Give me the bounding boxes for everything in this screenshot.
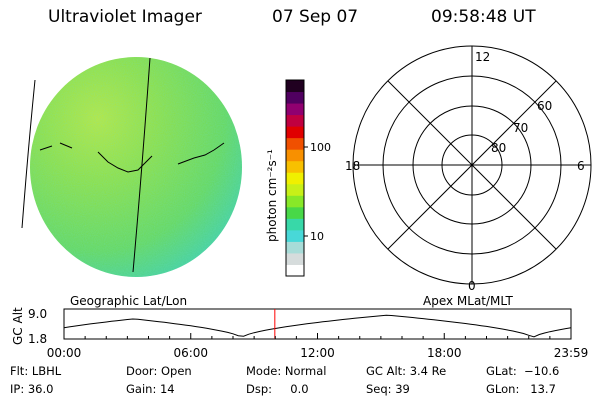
colorbar-segment	[286, 206, 304, 219]
info-mode: Mode: Normal	[246, 364, 327, 378]
colorbar-segment	[286, 241, 304, 254]
mlt-label-18: 18	[345, 159, 360, 173]
alt-xtick-1: 06:00	[173, 346, 208, 360]
alt-plot-left-title: Geographic Lat/Lon	[70, 294, 187, 308]
color-bar: 100 10	[285, 79, 331, 277]
mlt-label-12: 12	[475, 50, 490, 64]
colorbar-segment	[286, 137, 304, 150]
colorbar-segment	[286, 229, 304, 242]
alt-plot-right-title: Apex MLat/MLT	[423, 294, 513, 308]
mlt-label-6: 6	[577, 159, 585, 173]
meridian-line-left	[21, 79, 36, 229]
lat-label-70: 70	[513, 121, 528, 135]
colorbar-segment	[286, 264, 304, 277]
alt-xtick-4: 23:59	[554, 346, 589, 360]
info-glat: GLat: −10.6	[486, 364, 560, 378]
info-glon: GLon: 13.7	[486, 382, 556, 396]
alt-xtick-marks	[63, 333, 572, 339]
colorbar-segment	[286, 114, 304, 127]
colorbar-segment	[286, 252, 304, 265]
noise-overlay	[30, 57, 242, 277]
date-label: 07 Sep 07	[272, 7, 359, 27]
info-dsp: Dsp: 0.0	[246, 382, 309, 396]
info-ip: IP: 36.0	[10, 382, 54, 396]
time-label: 09:58:48 UT	[431, 7, 536, 27]
alt-ylabel: GC Alt	[11, 307, 25, 345]
info-filter: Flt: LBHL	[10, 364, 62, 378]
colorbar-label: photon cm⁻²s⁻¹	[265, 149, 279, 242]
alt-xtick-2: 12:00	[300, 346, 335, 360]
info-gc-alt: GC Alt: 3.4 Re	[366, 364, 447, 378]
colorbar-segment	[286, 91, 304, 104]
uv-image	[21, 57, 242, 277]
colorbar-segment	[286, 183, 304, 196]
alt-xtick-0: 00:00	[47, 346, 82, 360]
colorbar-segment	[286, 172, 304, 185]
lat-label-60: 60	[537, 99, 552, 113]
polar-plot	[352, 45, 592, 285]
mlt-label-0: 0	[468, 279, 476, 293]
colorbar-segment	[286, 195, 304, 208]
info-gain: Gain: 14	[126, 382, 175, 396]
info-seq: Seq: 39	[366, 382, 410, 396]
polar-diagonal-2	[387, 80, 557, 250]
colorbar-segment	[286, 149, 304, 162]
terminator-line	[39, 142, 225, 173]
altitude-curve	[63, 314, 572, 338]
colorbar-segment	[286, 160, 304, 173]
lat-label-80: 80	[491, 141, 506, 155]
alt-xtick-3: 18:00	[427, 346, 462, 360]
alt-ytick-bottom: 1.8	[28, 332, 47, 346]
colorbar-segment	[286, 218, 304, 231]
meridian-line-center	[132, 57, 151, 273]
colorbar-tick-label: 10	[310, 230, 324, 243]
colorbar-segment	[286, 126, 304, 139]
app-title: Ultraviolet Imager	[48, 7, 202, 27]
colorbar-tick-label: 100	[310, 141, 331, 154]
colorbar-segment	[286, 103, 304, 116]
colorbar-segment	[286, 80, 304, 93]
alt-ytick-top: 9.0	[28, 307, 47, 321]
info-door: Door: Open	[126, 364, 192, 378]
colorbar-frame	[285, 79, 305, 277]
